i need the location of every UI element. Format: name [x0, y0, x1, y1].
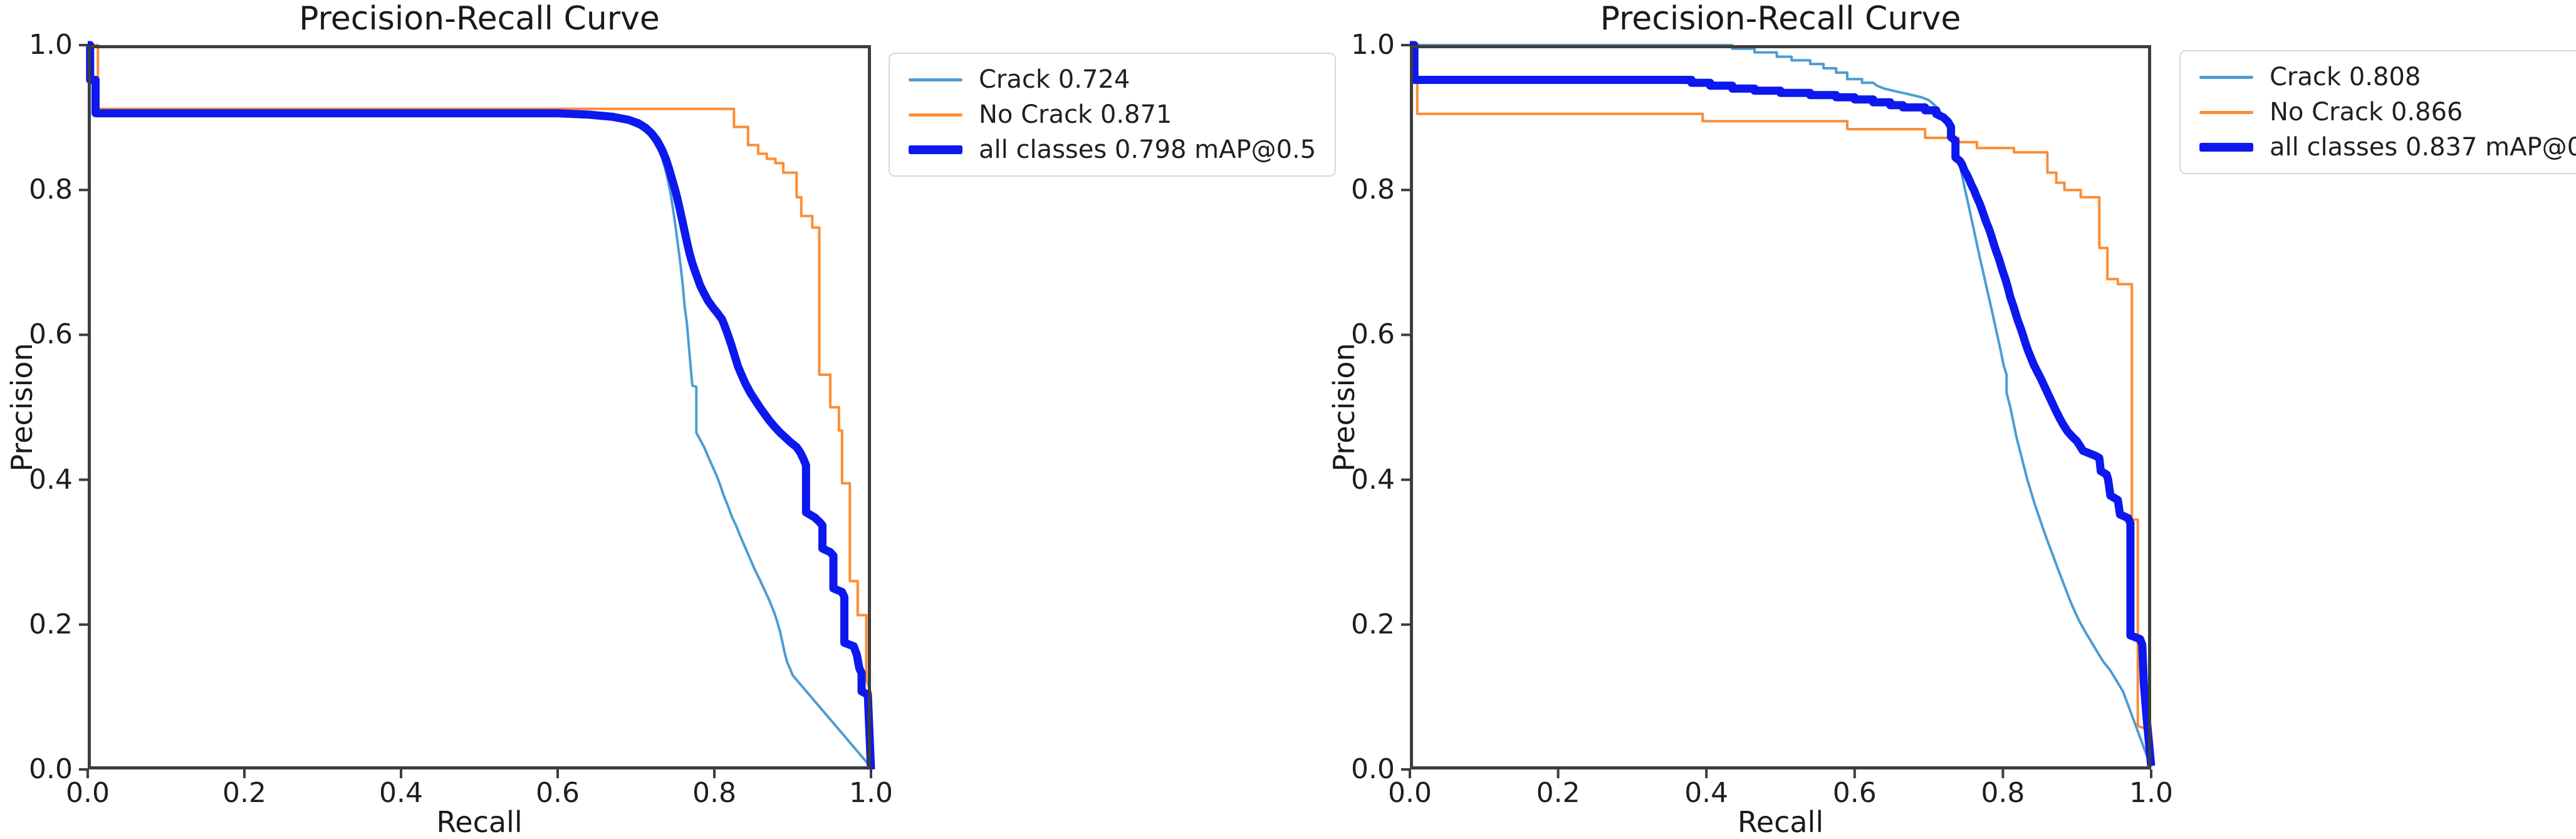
x-tick-label: 0.4 [379, 777, 423, 809]
x-axis-label: Recall [436, 805, 523, 839]
series-line-crack [88, 44, 872, 768]
no-crack-line-swatch-icon [2199, 110, 2253, 114]
y-tick-label: 0.6 [1351, 318, 1395, 351]
all-classes-line-swatch-icon [909, 145, 962, 154]
x-tick-label: 0.8 [692, 777, 736, 809]
legend-label: Crack 0.808 [2270, 63, 2421, 91]
y-tick-label: 0.2 [29, 608, 73, 640]
x-tick-label: 0.2 [222, 777, 266, 809]
no-crack-line-swatch-icon [909, 113, 962, 117]
x-tick-label: 1.0 [849, 777, 893, 809]
series-line-all-classes [1410, 41, 2156, 766]
crack-line-swatch-icon [2199, 75, 2253, 79]
legend-right: Crack 0.808 No Crack 0.866 all classes 0… [2179, 50, 2576, 174]
y-tick-label: 0.0 [1351, 753, 1395, 785]
y-tick-label: 0.8 [1351, 174, 1395, 206]
y-axis-label: Precision [1327, 343, 1361, 472]
x-tick-label: 0.2 [1536, 777, 1580, 809]
y-tick-label: 1.0 [29, 29, 73, 61]
y-tick-label: 0.8 [29, 174, 73, 206]
series-line-no-crack [88, 44, 872, 694]
axes-spines [88, 45, 871, 769]
x-tick-label: 0.0 [66, 777, 110, 809]
y-tick-label: 0.4 [29, 463, 73, 496]
y-axis-label: Precision [5, 343, 39, 472]
legend-label: all classes 0.837 mAP@0.5 [2270, 133, 2576, 162]
series-line-all-classes [86, 41, 875, 770]
crack-line-swatch-icon [909, 78, 962, 81]
legend-left: Crack 0.724 No Crack 0.871 all classes 0… [889, 53, 1337, 177]
y-tick-label: 0.2 [1351, 608, 1395, 640]
legend-item-crack: Crack 0.808 [2199, 63, 2576, 91]
all-classes-line-swatch-icon [2199, 143, 2253, 152]
series-line-no-crack [1410, 44, 2152, 763]
legend-item-all-classes: all classes 0.798 mAP@0.5 [909, 135, 1316, 164]
axes-spines [1410, 45, 2151, 769]
x-tick-label: 0.6 [1832, 777, 1877, 809]
plot-canvas [1401, 41, 2156, 778]
y-tick-label: 0.4 [1351, 463, 1395, 496]
right-pr-chart: Precision-Recall Curve Precision Recall … [1327, 2, 2173, 836]
x-tick-label: 0.4 [1684, 777, 1729, 809]
legend-item-no-crack: No Crack 0.871 [909, 100, 1316, 129]
y-tick-label: 0.0 [29, 753, 73, 785]
left-pr-chart: Precision-Recall Curve Precision Recall … [5, 2, 893, 836]
legend-label: Crack 0.724 [979, 65, 1130, 94]
legend-label: No Crack 0.871 [979, 100, 1172, 129]
legend-label: No Crack 0.866 [2270, 98, 2463, 127]
y-tick-label: 0.6 [29, 318, 73, 351]
legend-item-all-classes: all classes 0.837 mAP@0.5 [2199, 133, 2576, 162]
page-title: Precision-Recall Curve [1600, 0, 1961, 38]
x-axis-label: Recall [1737, 805, 1824, 839]
page-title: Precision-Recall Curve [299, 0, 660, 38]
x-tick-label: 1.0 [2129, 777, 2173, 809]
series-line-crack [1410, 44, 2152, 768]
x-tick-label: 0.0 [1388, 777, 1432, 809]
plot-canvas [79, 41, 875, 778]
x-tick-label: 0.8 [1981, 777, 2025, 809]
legend-item-no-crack: No Crack 0.866 [2199, 98, 2576, 127]
y-tick-label: 1.0 [1351, 29, 1395, 61]
legend-item-crack: Crack 0.724 [909, 65, 1316, 94]
x-tick-label: 0.6 [536, 777, 580, 809]
legend-label: all classes 0.798 mAP@0.5 [979, 135, 1317, 164]
